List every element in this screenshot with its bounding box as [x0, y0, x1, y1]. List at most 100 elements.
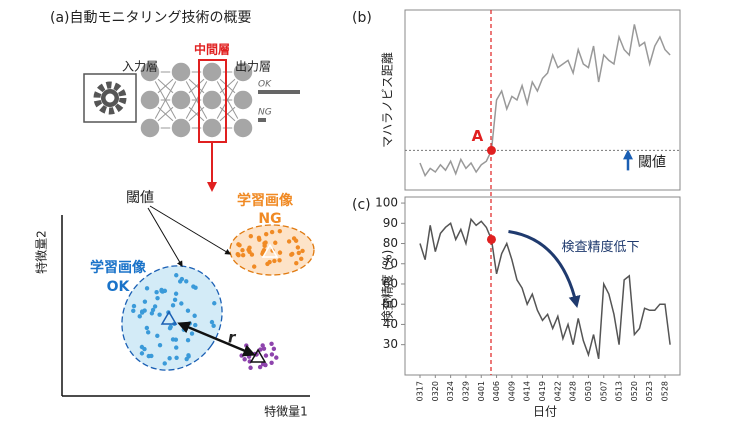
feature1-label: 特徴量1 [264, 404, 308, 419]
dot [159, 287, 164, 293]
dot [185, 308, 191, 313]
dot [137, 314, 142, 319]
dot [144, 325, 150, 331]
dot [269, 229, 275, 235]
dot [235, 251, 240, 257]
node [201, 89, 223, 111]
y-axis-label: 検査精度 (%) [380, 250, 395, 323]
dot [212, 301, 217, 306]
node [232, 61, 254, 83]
dot [263, 353, 269, 358]
output-layer: 出力層 [235, 60, 271, 74]
dot [277, 250, 283, 255]
node [170, 117, 192, 139]
y-axis-label: マハラノビス距離 [381, 52, 395, 148]
dot [149, 311, 155, 316]
dot [154, 290, 159, 295]
dot [296, 250, 302, 256]
dot [246, 247, 251, 253]
dot [139, 351, 145, 356]
dot [170, 337, 176, 342]
dot [179, 301, 184, 306]
dot [272, 258, 277, 264]
dot [244, 343, 249, 348]
plot-frame [404, 196, 681, 376]
x-tick-label: 0520 [630, 381, 639, 401]
dot [248, 233, 254, 239]
dot [157, 312, 162, 317]
dot [240, 248, 245, 253]
plot-frame [404, 9, 681, 191]
threshold-arrow [149, 205, 232, 255]
node [139, 61, 161, 83]
x-tick-label: 0401 [477, 381, 486, 401]
dot [185, 338, 191, 343]
dot [174, 355, 179, 360]
dot [150, 307, 156, 313]
x-axis-label: 日付 [533, 405, 557, 419]
x-tick-label: 0428 [569, 381, 578, 401]
threshold-label: 閾値 [638, 154, 666, 170]
dot [261, 346, 267, 351]
dot [246, 354, 252, 359]
dot [257, 237, 262, 242]
dot [145, 330, 151, 335]
dot [269, 341, 274, 347]
dot [294, 260, 299, 266]
x-tick-label: 0513 [615, 381, 624, 401]
x-tick-label: 0419 [538, 381, 547, 401]
dot [192, 313, 197, 318]
dot [274, 355, 279, 360]
dot [142, 308, 147, 313]
dot [152, 304, 158, 309]
dot [179, 276, 185, 282]
r-label: r [228, 329, 237, 347]
x-tick-label: 0422 [553, 381, 562, 401]
dot [170, 303, 176, 308]
node [232, 89, 254, 111]
y-tick-label: 30 [383, 337, 398, 351]
dot [162, 361, 167, 366]
distance-arrow [177, 321, 256, 357]
event-point [486, 234, 496, 244]
x-tick-label: 0409 [507, 381, 516, 401]
y-tick-label: 50 [383, 297, 398, 311]
threshold-label-a: 閾値 [126, 190, 154, 206]
ok-text: OK [258, 80, 272, 90]
node [139, 117, 161, 139]
ng-title: NG [258, 211, 281, 227]
panel-label: (b) [352, 10, 372, 26]
x-tick-label: 0406 [492, 381, 501, 401]
dot [157, 342, 163, 348]
dot [239, 353, 244, 358]
node [201, 117, 223, 139]
dot [184, 356, 189, 362]
dot [144, 286, 150, 291]
dot [295, 245, 301, 250]
dot [131, 303, 137, 309]
trend-arrow [508, 229, 581, 308]
network [83, 59, 300, 192]
panel-label: (c) [352, 197, 371, 213]
dot [273, 240, 278, 245]
node [201, 61, 223, 83]
annotation: A [472, 127, 484, 145]
dot [189, 331, 195, 336]
ng-text: NG [258, 108, 272, 118]
x-tick-label: 0507 [599, 381, 608, 401]
ng-title: 学習画像 [237, 192, 294, 209]
dot [291, 236, 297, 241]
y-tick-label: 90 [383, 216, 398, 230]
dot [181, 327, 187, 332]
node [170, 89, 192, 111]
dot [155, 333, 160, 339]
gear [93, 81, 127, 115]
dot [162, 288, 168, 294]
dot [269, 360, 274, 365]
ng-center [261, 243, 279, 258]
data-line [419, 217, 671, 359]
dot [277, 228, 283, 234]
x-tick-label: 0528 [661, 381, 670, 401]
node [232, 117, 254, 139]
